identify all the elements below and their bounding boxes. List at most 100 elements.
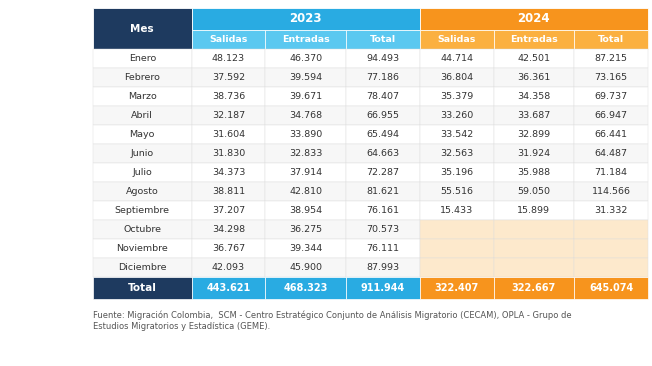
Bar (420, 49, 494, 68)
Bar (494, 87, 574, 106)
Text: 38.954: 38.954 (289, 206, 322, 215)
Text: Salidas: Salidas (437, 35, 476, 44)
Bar (420, 106, 494, 125)
Bar (574, 68, 648, 87)
Bar (192, 182, 265, 201)
Text: 66.947: 66.947 (595, 111, 627, 120)
Text: 34.358: 34.358 (517, 92, 550, 101)
Bar (346, 68, 420, 87)
Text: 911.944: 911.944 (361, 283, 405, 293)
Bar (420, 30, 494, 49)
Text: Abril: Abril (132, 111, 153, 120)
Text: 66.441: 66.441 (595, 130, 627, 139)
Bar (93, 49, 192, 68)
Bar (346, 49, 420, 68)
Bar (192, 8, 420, 30)
Text: Salidas: Salidas (209, 35, 248, 44)
Text: 87.993: 87.993 (366, 263, 400, 272)
Bar (574, 106, 648, 125)
Bar (93, 201, 192, 220)
Bar (93, 87, 192, 106)
Bar (574, 277, 648, 299)
Text: Enero: Enero (128, 54, 156, 63)
Bar (574, 87, 648, 106)
Bar (346, 239, 420, 258)
Bar (265, 239, 346, 258)
Bar (346, 182, 420, 201)
Bar (420, 201, 494, 220)
Bar (192, 220, 265, 239)
Bar (574, 239, 648, 258)
Bar (346, 30, 420, 49)
Bar (93, 239, 192, 258)
Text: 443.621: 443.621 (207, 283, 250, 293)
Bar (265, 201, 346, 220)
Text: 35.379: 35.379 (440, 92, 473, 101)
Bar (93, 144, 192, 163)
Bar (192, 163, 265, 182)
Bar (494, 277, 574, 299)
Text: 39.344: 39.344 (289, 244, 322, 253)
Text: 38.736: 38.736 (212, 92, 245, 101)
Bar (420, 68, 494, 87)
Bar (192, 201, 265, 220)
Text: 15.899: 15.899 (518, 206, 550, 215)
Text: 645.074: 645.074 (589, 283, 633, 293)
Bar (420, 163, 494, 182)
Bar (346, 277, 420, 299)
Text: 32.833: 32.833 (289, 149, 322, 158)
Text: 39.671: 39.671 (289, 92, 322, 101)
Bar (93, 182, 192, 201)
Bar (346, 144, 420, 163)
Text: 34.298: 34.298 (212, 225, 245, 234)
Text: Septiembre: Septiembre (115, 206, 170, 215)
Text: 36.804: 36.804 (440, 73, 473, 82)
Bar (192, 106, 265, 125)
Bar (192, 49, 265, 68)
Text: Fuente: Migración Colombia,  SCM - Centro Estratégico Conjunto de Análisis Migra: Fuente: Migración Colombia, SCM - Centro… (93, 310, 572, 331)
Text: 34.768: 34.768 (289, 111, 322, 120)
Text: Noviembre: Noviembre (117, 244, 168, 253)
Bar (574, 125, 648, 144)
Bar (265, 68, 346, 87)
Bar (494, 68, 574, 87)
Bar (346, 87, 420, 106)
Text: 36.361: 36.361 (517, 73, 550, 82)
Bar (93, 8, 192, 49)
Bar (494, 106, 574, 125)
Text: Diciembre: Diciembre (118, 263, 166, 272)
Bar (420, 144, 494, 163)
Bar (265, 106, 346, 125)
Bar (93, 220, 192, 239)
Bar (420, 182, 494, 201)
Text: Total: Total (370, 35, 396, 44)
Bar (574, 182, 648, 201)
Bar (346, 163, 420, 182)
Bar (574, 220, 648, 239)
Bar (192, 87, 265, 106)
Text: 31.332: 31.332 (595, 206, 628, 215)
Bar (574, 144, 648, 163)
Bar (265, 49, 346, 68)
Text: 59.050: 59.050 (518, 187, 550, 196)
Text: 33.890: 33.890 (289, 130, 322, 139)
Text: 42.501: 42.501 (518, 54, 550, 63)
Bar (420, 258, 494, 277)
Bar (494, 239, 574, 258)
Bar (346, 201, 420, 220)
Text: 76.111: 76.111 (366, 244, 399, 253)
Text: 33.687: 33.687 (517, 111, 550, 120)
Bar (192, 125, 265, 144)
Text: 38.811: 38.811 (212, 187, 245, 196)
Bar (494, 49, 574, 68)
Bar (574, 163, 648, 182)
Text: Julio: Julio (132, 168, 152, 177)
Bar (420, 220, 494, 239)
Text: 73.165: 73.165 (595, 73, 628, 82)
Text: Octubre: Octubre (123, 225, 161, 234)
Text: 32.187: 32.187 (212, 111, 245, 120)
Text: 36.275: 36.275 (289, 225, 322, 234)
Bar (494, 144, 574, 163)
Bar (420, 87, 494, 106)
Bar (265, 87, 346, 106)
